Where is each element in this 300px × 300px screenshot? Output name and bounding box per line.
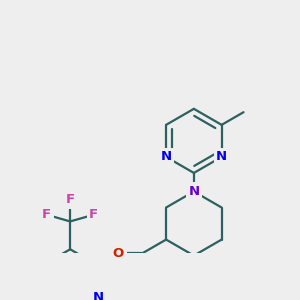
Text: F: F	[89, 208, 98, 221]
Text: O: O	[113, 247, 124, 260]
Text: N: N	[92, 291, 104, 300]
Text: F: F	[66, 193, 75, 206]
Text: N: N	[160, 150, 172, 164]
Text: N: N	[216, 150, 227, 164]
Text: F: F	[42, 208, 51, 221]
Text: N: N	[188, 185, 200, 198]
